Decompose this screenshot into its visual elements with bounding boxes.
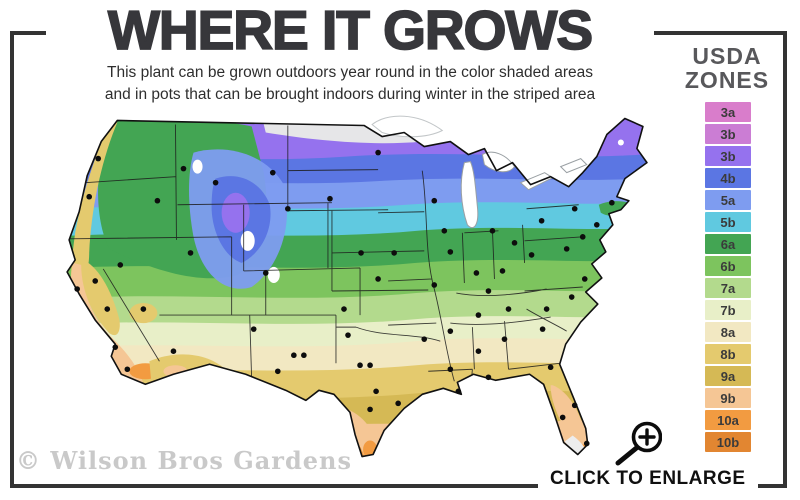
city-dot xyxy=(274,368,281,375)
city-dot xyxy=(447,328,454,334)
legend-zone-15-10b: 10b xyxy=(705,432,751,452)
city-dot xyxy=(124,366,131,373)
city-dot xyxy=(285,205,291,212)
city-dot xyxy=(485,374,492,381)
legend-zone-9-7b: 7b xyxy=(705,300,751,320)
city-dot xyxy=(581,276,588,282)
city-dot xyxy=(345,332,351,338)
great-lakes xyxy=(371,115,588,229)
city-dot xyxy=(609,199,615,206)
city-dot xyxy=(501,336,508,342)
legend-zone-7-6b: 6b xyxy=(705,256,751,276)
city-dot xyxy=(367,406,373,413)
legend-zone-1-3b: 3b xyxy=(705,124,751,144)
legend-title-line-2: ZONES xyxy=(684,67,770,94)
city-dot xyxy=(375,149,381,156)
legend-zone-2-3b: 3b xyxy=(705,146,751,166)
city-dot xyxy=(367,362,373,369)
subtitle: This plant can be grown outdoors year ro… xyxy=(46,62,654,106)
city-dot xyxy=(180,165,187,172)
city-dot xyxy=(391,250,397,256)
city-dot xyxy=(475,348,482,355)
city-dot xyxy=(447,249,454,255)
city-dot xyxy=(262,270,269,276)
legend-zone-12-9a: 9a xyxy=(705,366,751,386)
city-dot xyxy=(563,246,570,252)
city-dot xyxy=(301,352,307,359)
city-dot xyxy=(568,294,575,300)
usda-zone-map xyxy=(66,115,648,458)
legend-zone-5-5b: 5b xyxy=(705,212,751,232)
city-dot xyxy=(499,268,506,274)
city-dot xyxy=(86,193,93,200)
city-dot xyxy=(327,195,333,202)
city-dot xyxy=(357,362,363,369)
city-dot xyxy=(543,306,550,312)
legend-zone-14-10a: 10a xyxy=(705,410,751,430)
city-dot xyxy=(341,306,347,312)
legend-zone-3-4b: 4b xyxy=(705,168,751,188)
city-dot xyxy=(571,205,578,212)
legend-zone-11-8b: 8b xyxy=(705,344,751,364)
legend-zone-13-9b: 9b xyxy=(705,388,751,408)
city-dot xyxy=(395,400,401,407)
city-dot xyxy=(539,326,546,332)
city-dot xyxy=(212,179,219,186)
legend-zone-list: 3a 3b 3b 4b 5a 5b 6a 6b 7a 7b 8a 8b 9a 9b 10a 10b xyxy=(705,102,751,454)
city-dot xyxy=(431,282,438,288)
city-dots xyxy=(74,149,615,447)
city-dot xyxy=(579,234,586,240)
city-dot xyxy=(358,250,364,256)
subtitle-line-1: This plant can be grown outdoors year ro… xyxy=(107,64,593,82)
city-dot xyxy=(475,312,482,318)
legend-title-line-1: USDA xyxy=(692,43,762,69)
city-dot xyxy=(95,155,102,162)
city-dot xyxy=(421,336,428,342)
city-dot xyxy=(373,388,379,395)
city-dot xyxy=(431,197,438,204)
city-dot xyxy=(447,366,454,373)
city-dot xyxy=(583,440,590,447)
city-dot xyxy=(112,344,119,350)
city-dot xyxy=(140,306,147,312)
city-dot xyxy=(473,270,480,276)
city-dot xyxy=(571,402,578,409)
legend-zone-6-6a: 6a xyxy=(705,234,751,254)
watermark: © Wilson Bros Gardens xyxy=(16,446,352,475)
legend-zone-4-5a: 5a xyxy=(705,190,751,210)
city-dot xyxy=(269,169,276,176)
header: WHERE IT GROWS This plant can be grown o… xyxy=(46,0,654,107)
city-dot xyxy=(291,352,297,359)
city-dot xyxy=(511,240,518,246)
city-dot xyxy=(92,278,99,284)
city-dot xyxy=(489,228,496,234)
city-dot xyxy=(559,414,566,421)
click-to-enlarge-button[interactable]: CLICK TO ENLARGE xyxy=(538,468,758,490)
magnifier-icon[interactable] xyxy=(610,408,662,468)
legend-zone-8-7a: 7a xyxy=(705,278,751,298)
city-dot xyxy=(170,348,177,355)
city-dot xyxy=(104,306,111,312)
city-dot xyxy=(505,306,512,312)
subtitle-line-2: and in pots that can be brought indoors … xyxy=(104,86,596,104)
city-dot xyxy=(187,250,194,256)
city-dot xyxy=(528,252,535,258)
city-dot xyxy=(154,197,161,204)
city-dot xyxy=(593,221,600,228)
city-dot xyxy=(74,286,80,292)
city-dot xyxy=(538,217,545,224)
city-dot xyxy=(547,364,554,371)
city-dot xyxy=(117,262,124,268)
city-dot xyxy=(485,288,492,294)
city-dot xyxy=(455,388,462,395)
legend-zone-0-3a: 3a xyxy=(705,102,751,122)
legend-zone-10-8a: 8a xyxy=(705,322,751,342)
city-dot xyxy=(441,228,448,234)
legend-title: USDA ZONES xyxy=(668,44,786,93)
city-dot xyxy=(250,326,257,332)
page-title: WHERE IT GROWS xyxy=(107,0,594,61)
city-dot xyxy=(375,276,381,282)
